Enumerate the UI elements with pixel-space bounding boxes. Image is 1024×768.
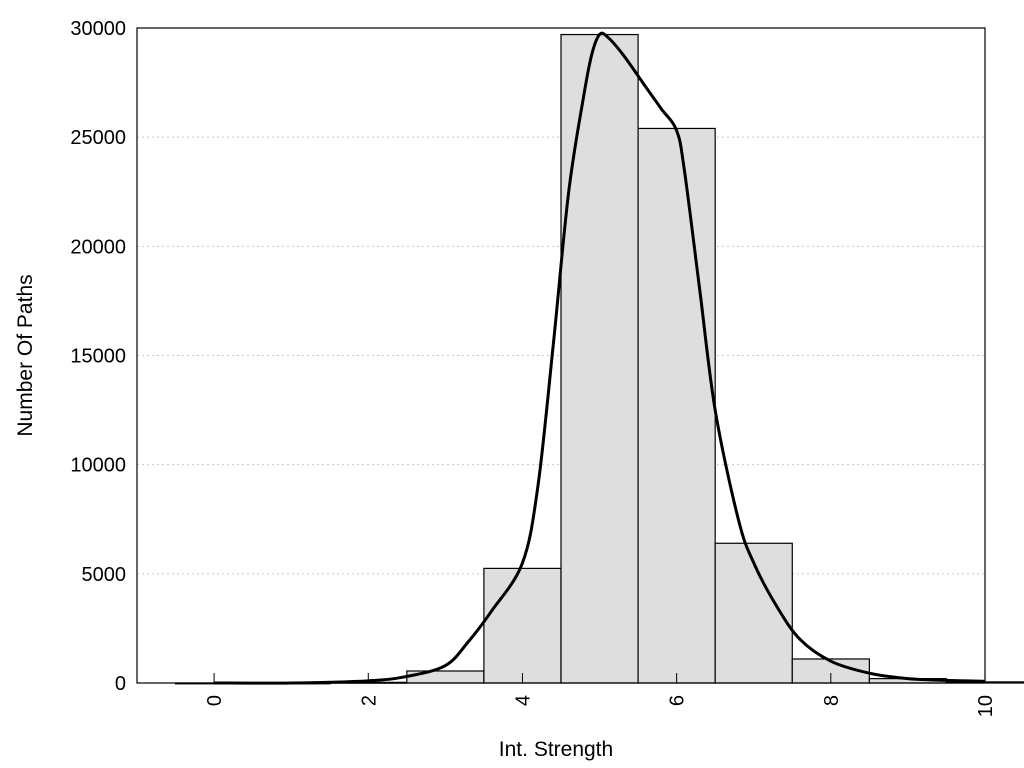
histogram-bar <box>560 33 639 684</box>
x-tick-label: 0 <box>204 695 226 706</box>
y-axis-title: Number Of Paths <box>14 274 37 436</box>
y-tick-label: 10000 <box>70 455 126 477</box>
histogram-bar <box>483 567 562 684</box>
fit-curve-line <box>214 31 986 685</box>
y-tick-label: 5000 <box>82 564 127 586</box>
x-axis-ticks: 0 2 4 6 8 10 <box>204 673 997 717</box>
y-tick-label: 20000 <box>70 236 126 258</box>
histogram-bars <box>174 33 1024 685</box>
x-tick-label: 6 <box>667 695 689 706</box>
x-tick-label: 8 <box>821 695 843 706</box>
plot-frame <box>136 27 986 684</box>
fit-curve <box>214 31 986 685</box>
x-tick-label: 2 <box>358 695 380 706</box>
y-tick-label: 15000 <box>70 346 126 368</box>
y-axis-ticks: 0 5000 10000 15000 20000 25000 30000 <box>70 18 126 695</box>
y-tick-label: 0 <box>115 673 126 695</box>
x-tick-label: 4 <box>512 695 534 706</box>
x-axis-title: Int. Strength <box>499 738 613 761</box>
gridlines <box>137 136 985 575</box>
y-tick-label: 25000 <box>70 127 126 149</box>
x-tick-label: 10 <box>975 695 997 717</box>
y-tick-label: 30000 <box>70 18 126 40</box>
histogram-bar <box>637 127 716 684</box>
